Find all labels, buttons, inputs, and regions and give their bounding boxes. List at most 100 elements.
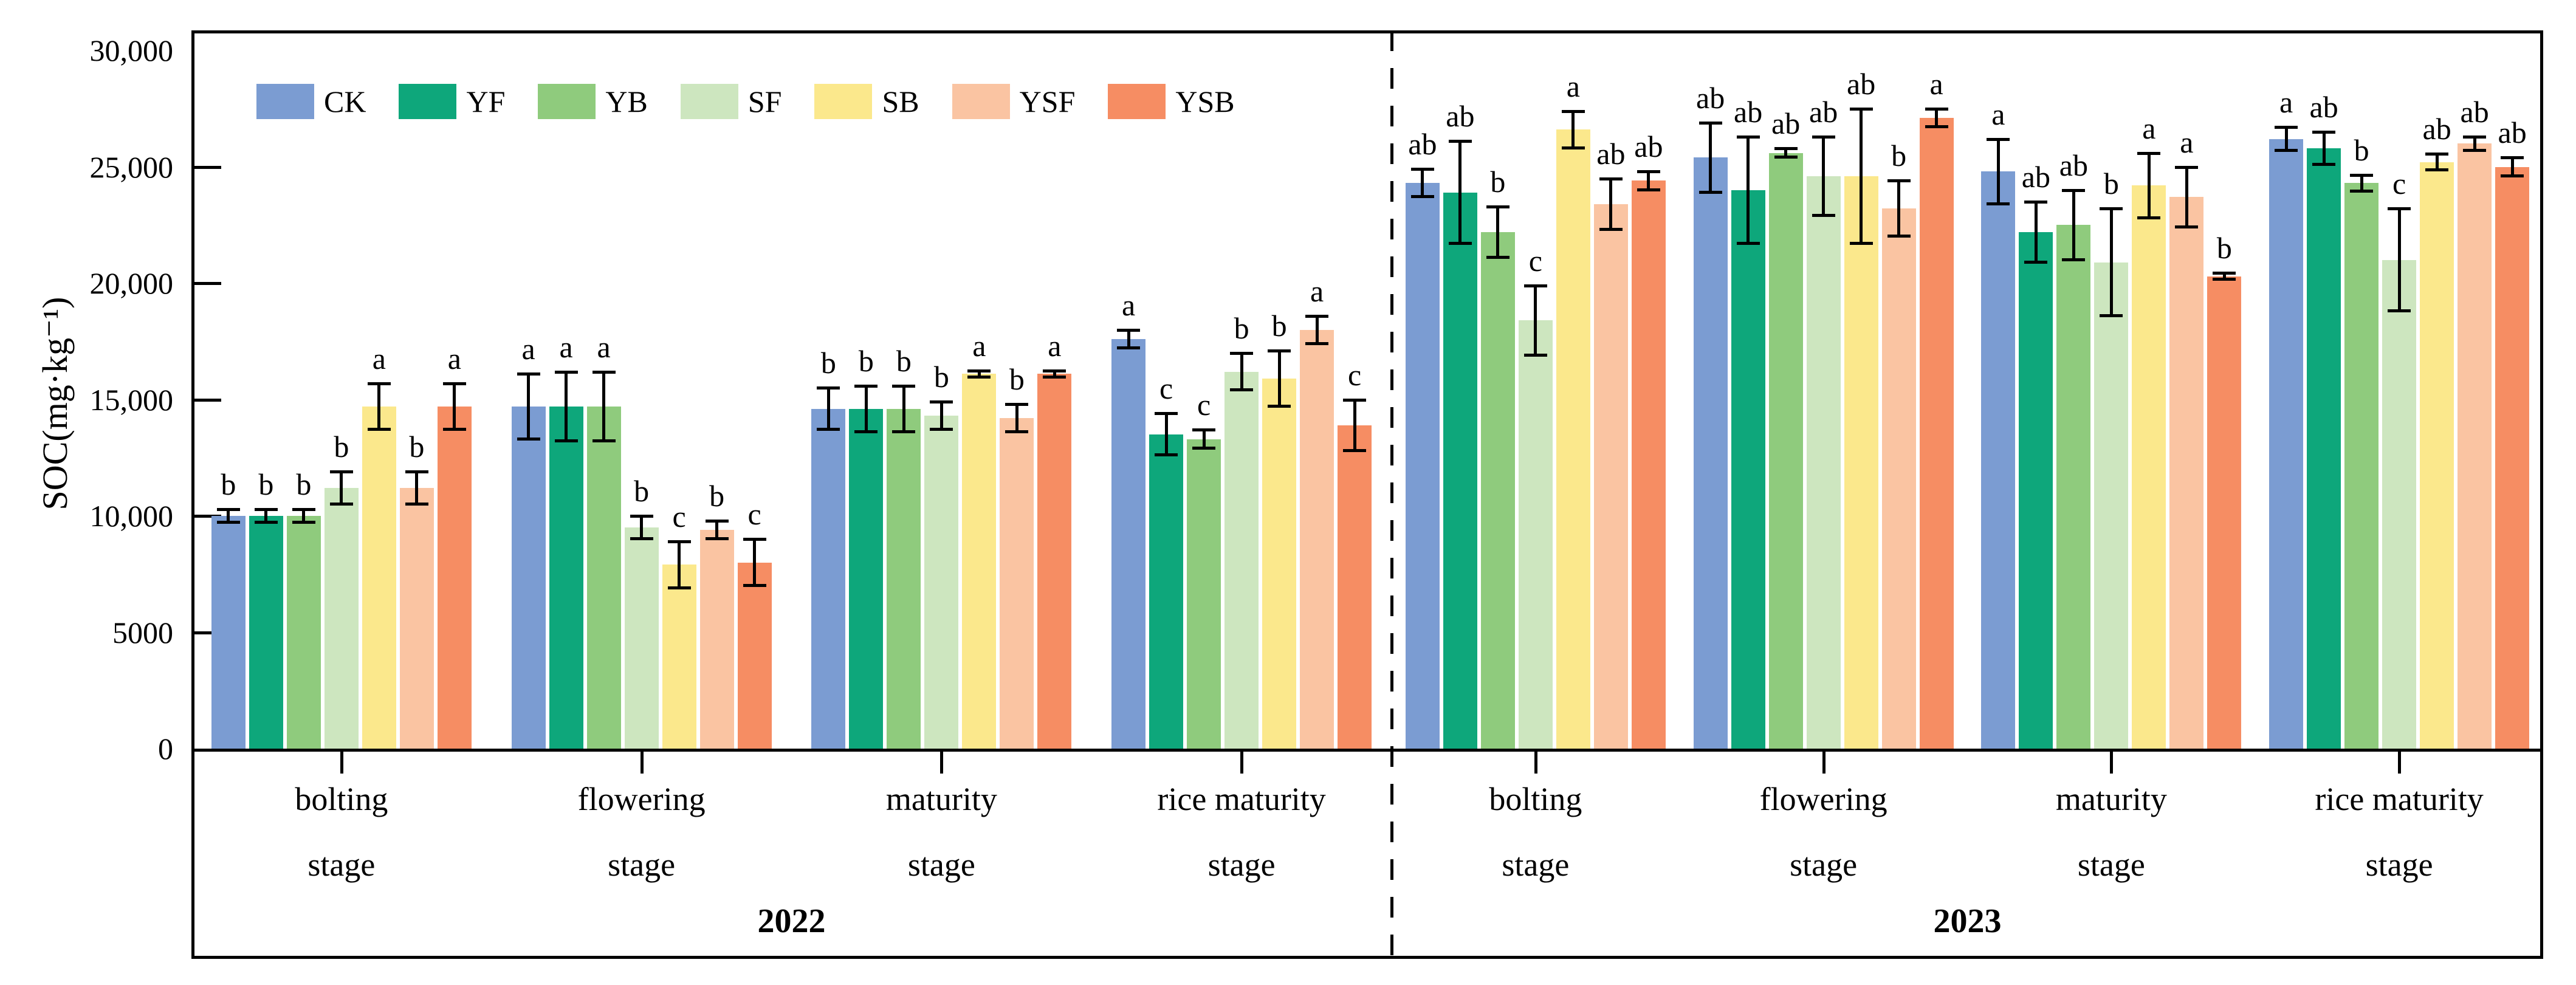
bar-2022-flowering-stage-sf [624, 527, 659, 749]
error-bar-cap-bottom [1117, 346, 1141, 350]
bar-2023-flowering-stage-ysb [1919, 118, 1954, 749]
y-axis-tick-label: 5000 [112, 615, 173, 650]
error-bar-cap-top [2213, 271, 2236, 275]
error-bar-stem [2072, 190, 2075, 260]
significance-letter: a [521, 332, 535, 366]
bar-2023-rice-maturity-stage-yf [2307, 148, 2341, 749]
bar-2023-maturity-stage-yf [2019, 232, 2053, 749]
error-bar-cap-bottom [817, 428, 840, 431]
error-bar-stem [527, 374, 531, 439]
significance-letter: c [1528, 243, 1542, 278]
error-bar-cap-bottom [1343, 448, 1367, 452]
year-label-2022: 2022 [757, 902, 826, 940]
legend: CK YF YB SF SB YSF YSB [256, 84, 1235, 119]
error-bar-cap-bottom [442, 428, 466, 431]
error-bar-cap-bottom [292, 521, 315, 524]
y-axis-tick-label: 0 [158, 732, 173, 766]
significance-letter: b [334, 430, 349, 464]
bar-2022-rice-maturity-stage-sf [1224, 371, 1259, 749]
legend-item-ysf: YSF [952, 84, 1075, 119]
legend-label-sb: SB [882, 84, 919, 118]
significance-letter: ab [1734, 94, 1763, 129]
error-bar-stem [1860, 108, 1863, 244]
bar-2023-maturity-stage-ysf [2169, 197, 2204, 749]
error-bar-cap-bottom [1736, 241, 1760, 245]
error-bar-cap-bottom [2213, 278, 2236, 281]
error-bar-cap-bottom [2312, 162, 2336, 166]
stage-label-line2: stage [608, 846, 676, 883]
significance-letter: a [1566, 69, 1580, 103]
stage-label-line1: flowering [1759, 781, 1887, 817]
error-bar-cap-bottom [1774, 156, 1798, 159]
bar-2023-flowering-stage-yb [1768, 153, 1803, 749]
error-bar-cap-top [930, 400, 953, 404]
error-bar-stem [1202, 430, 1206, 448]
error-bar-stem [977, 370, 981, 378]
significance-letter: ab [1596, 136, 1626, 171]
error-bar-stem [1421, 169, 1424, 197]
y-axis-tick [194, 282, 221, 285]
error-bar-stem [1353, 399, 1356, 451]
significance-letter: c [672, 499, 686, 534]
error-bar-cap-bottom [367, 428, 391, 431]
significance-letter: ab [1634, 129, 1663, 164]
error-bar-stem [453, 383, 456, 430]
bar-2022-bolting-stage-yb [286, 516, 321, 749]
bar-2022-rice-maturity-stage-sb [1262, 379, 1297, 749]
error-bar-cap-bottom [2425, 168, 2449, 172]
error-bar-cap-bottom [1599, 227, 1623, 231]
error-bar-cap-top [1698, 121, 1722, 125]
y-axis-tick-label: 15,000 [89, 382, 174, 417]
y-axis-tick-label: 20,000 [89, 266, 174, 300]
legend-swatch-ysb [1108, 84, 1166, 119]
significance-letter: a [972, 328, 986, 363]
bar-2023-rice-maturity-stage-sf [2382, 259, 2417, 749]
error-bar-cap-top [1117, 328, 1141, 332]
x-axis-group-tick [940, 752, 944, 774]
significance-letter: a [372, 341, 386, 376]
error-bar-cap-top [2137, 151, 2161, 155]
plot-frame-top [191, 30, 2543, 33]
bar-2022-bolting-stage-sb [362, 406, 396, 749]
bar-2023-maturity-stage-sb [2132, 185, 2166, 749]
error-bar-cap-top [2312, 131, 2336, 134]
error-bar-cap-top [1736, 135, 1760, 139]
y-axis-tick-label: 25,000 [89, 149, 174, 184]
bar-2023-bolting-stage-ysb [1631, 180, 1666, 749]
error-bar-cap-top [216, 507, 240, 511]
error-bar-cap-bottom [1268, 404, 1291, 408]
error-bar-cap-bottom [1486, 255, 1510, 259]
legend-label-sf: SF [747, 84, 782, 118]
error-bar-stem [1996, 139, 2000, 204]
error-bar-stem [602, 371, 606, 442]
error-bar-stem [939, 402, 943, 430]
error-bar-cap-bottom [216, 521, 240, 524]
error-bar-cap-top [2100, 207, 2123, 211]
error-bar-cap-top [1268, 349, 1291, 353]
significance-letter: a [2279, 85, 2293, 120]
bar-2022-rice-maturity-stage-ck [1111, 338, 1146, 749]
error-bar-cap-top [2463, 135, 2487, 139]
bar-2022-bolting-stage-ysf [399, 488, 434, 749]
stage-label-line1: rice maturity [1157, 781, 1326, 817]
error-bar-cap-bottom [1925, 125, 1948, 129]
error-bar-stem [2222, 272, 2226, 280]
x-axis-line [191, 749, 2543, 752]
error-bar-stem [2109, 208, 2113, 316]
error-bar-stem [1534, 285, 1537, 355]
stage-label-line1: flowering [577, 781, 706, 817]
bar-2022-maturity-stage-ysf [1000, 418, 1034, 749]
y-axis-tick [194, 515, 221, 518]
error-bar-cap-bottom [1005, 430, 1029, 434]
bar-2022-rice-maturity-stage-ysb [1338, 425, 1372, 749]
error-bar-cap-top [2062, 188, 2086, 192]
error-bar-stem [2147, 153, 2151, 218]
significance-letter: b [1891, 139, 1907, 173]
error-bar-cap-bottom [1849, 241, 1873, 245]
error-bar-cap-bottom [2137, 216, 2161, 219]
error-bar-cap-top [292, 507, 315, 511]
error-bar-cap-top [1305, 314, 1329, 318]
error-bar-cap-top [329, 470, 353, 474]
stage-label-line1: rice maturity [2315, 781, 2484, 817]
bar-2023-bolting-stage-sb [1556, 129, 1590, 749]
